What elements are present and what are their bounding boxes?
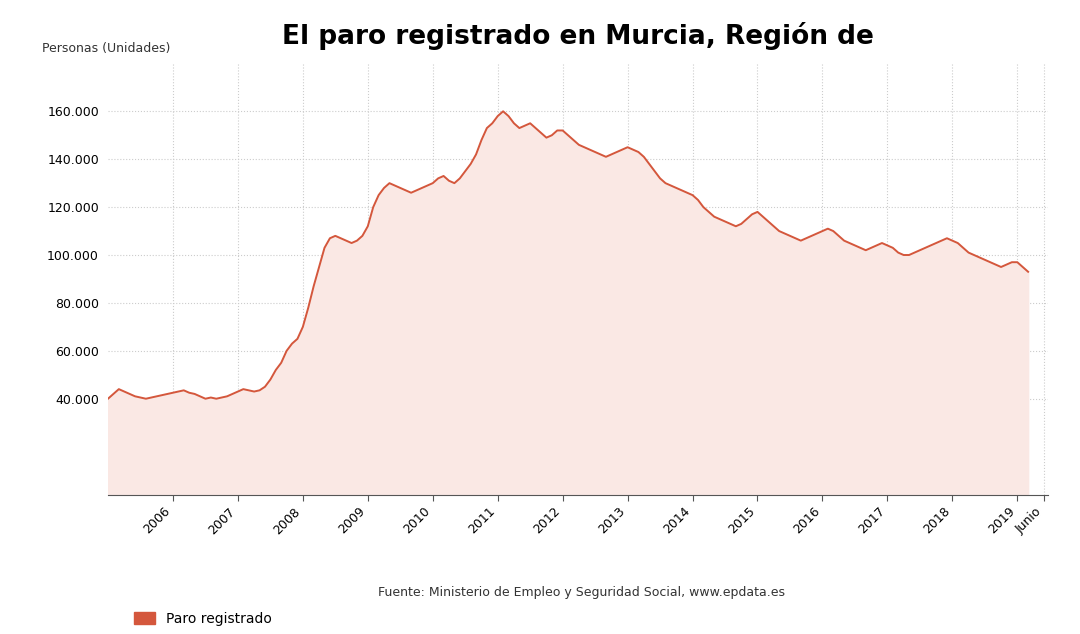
Legend: Paro registrado: Paro registrado xyxy=(134,612,271,626)
Title: El paro registrado en Murcia, Región de: El paro registrado en Murcia, Región de xyxy=(282,22,874,50)
Text: Personas (Unidades): Personas (Unidades) xyxy=(42,42,171,55)
Text: Fuente: Ministerio de Empleo y Seguridad Social, www.epdata.es: Fuente: Ministerio de Empleo y Seguridad… xyxy=(378,586,785,599)
